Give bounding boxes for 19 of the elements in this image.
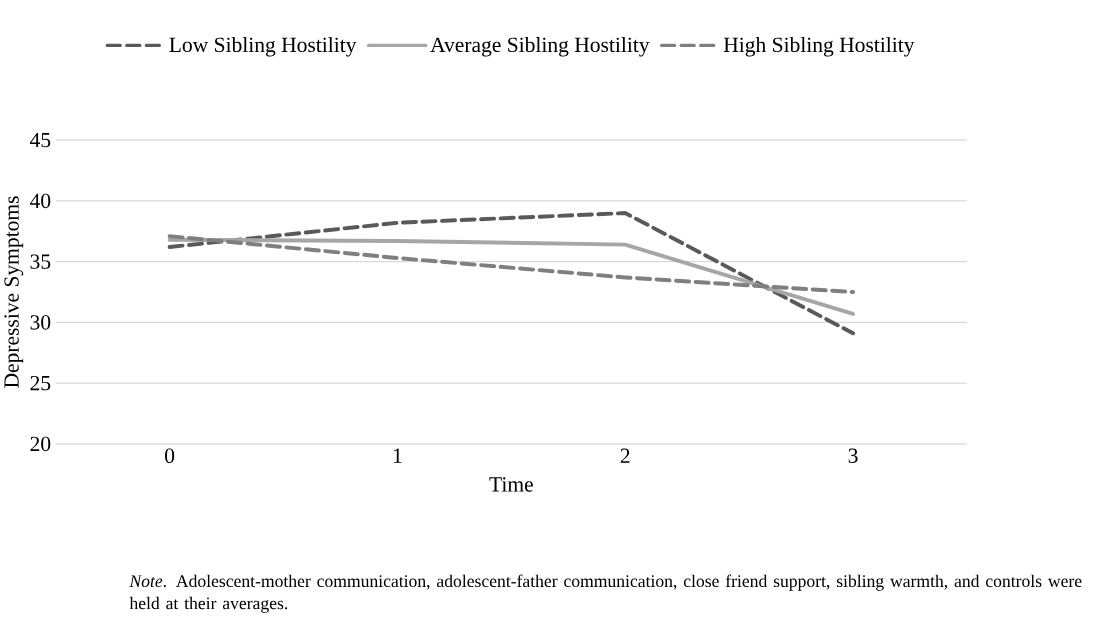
y-tick-label: 25 <box>30 376 51 391</box>
legend-label: High Sibling Hostility <box>723 37 915 57</box>
y-tick-label: 40 <box>30 193 51 209</box>
x-tick-label: 1 <box>393 448 402 463</box>
x-tick-label: 2 <box>620 448 630 463</box>
x-tick-label: 3 <box>848 448 858 464</box>
y-tick-label: 45 <box>30 133 51 148</box>
x-tick-label: 0 <box>165 448 175 464</box>
line-series <box>167 211 856 336</box>
text: Note. Adolescent-mother communication, adolescent-father communication, close friend support, sibling warmth, and controls were held at their averages. <box>129 574 1082 614</box>
legend-label: Average Sibling Hostility <box>430 37 650 57</box>
legend-label: Low Sibling Hostility <box>169 37 357 57</box>
y-tick-label: 30 <box>30 315 51 330</box>
x-axis-title: Time <box>489 477 533 492</box>
line-series <box>167 238 856 317</box>
line-series <box>167 234 856 295</box>
y-tick-label: 35 <box>30 254 51 270</box>
y-axis-title: Depressive Symptoms <box>4 196 24 389</box>
y-tick-label: 20 <box>30 436 51 452</box>
